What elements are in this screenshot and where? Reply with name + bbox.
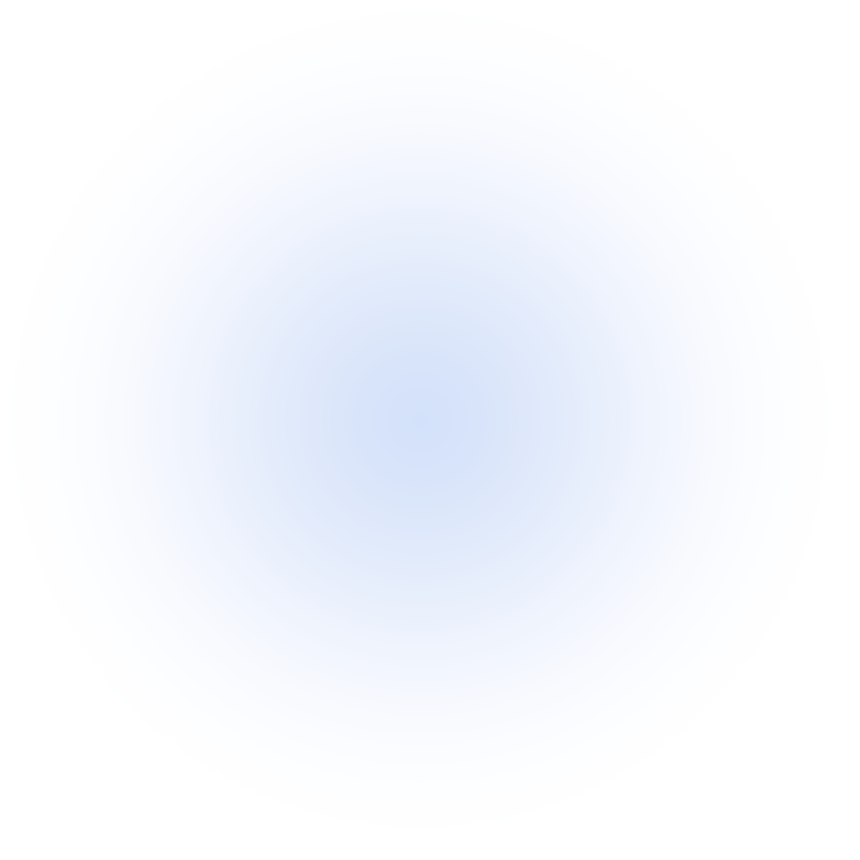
radial-blue-glow-background — [0, 0, 860, 860]
